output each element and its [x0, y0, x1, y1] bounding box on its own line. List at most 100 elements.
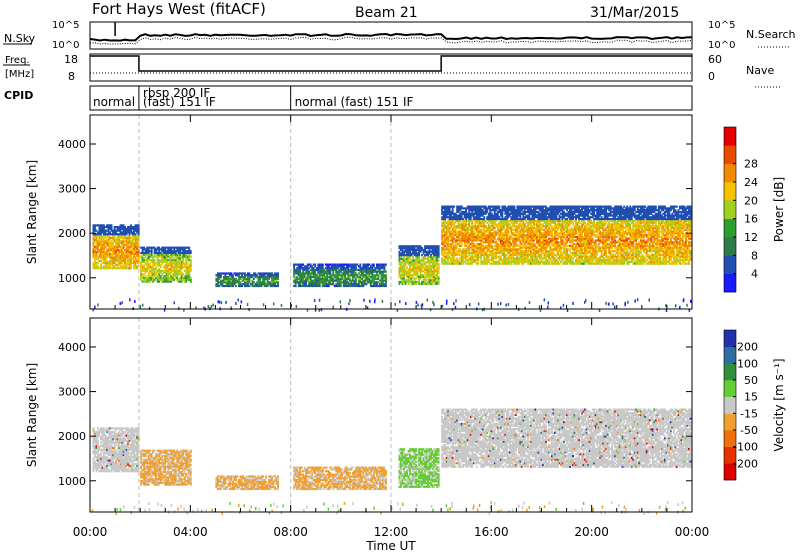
echo-cell: [333, 267, 336, 270]
echo-cell: [110, 224, 113, 227]
echo-cell: [159, 255, 162, 258]
echo-cell: [303, 272, 306, 275]
echo-cell: [189, 262, 192, 265]
echo-cell: [415, 270, 417, 273]
echo-cell: [254, 276, 257, 279]
echo-cell: [309, 283, 312, 286]
echo-cell: [456, 210, 459, 214]
echo-cell: [496, 230, 499, 233]
echo-cell: [444, 205, 447, 208]
echo-cell: [507, 239, 510, 242]
echo-cell: [481, 219, 484, 222]
echo-cell: [150, 275, 153, 278]
echo-cell: [425, 245, 428, 248]
echo-cell: [229, 281, 231, 284]
echo-cell: [321, 276, 324, 279]
echo-cell: [481, 221, 484, 224]
echo-cell: [445, 216, 448, 219]
echo-cell: [466, 239, 469, 242]
echo-cell: [164, 271, 167, 274]
echo-cell: [468, 207, 471, 210]
echo-cell: [448, 257, 451, 260]
echo-cell: [257, 272, 260, 275]
echo-cell: [165, 280, 168, 283]
echo-cell: [478, 216, 481, 219]
echo-cell: [478, 235, 481, 239]
echo-cell: [483, 251, 486, 255]
echo-cell: [424, 280, 426, 284]
echo-cell: [478, 234, 481, 237]
echo-cell: [481, 209, 484, 212]
echo-cell: [501, 214, 504, 217]
echo-cell: [332, 277, 335, 280]
echo-cell: [113, 240, 116, 243]
echo-cell: [230, 274, 233, 277]
echo-cell: [357, 276, 360, 279]
echo-cell: [168, 255, 171, 258]
echo-cell: [350, 263, 353, 266]
echo-cell: [471, 253, 474, 256]
echo-cell: [100, 227, 102, 230]
echo-cell: [416, 280, 419, 284]
echo-cell: [354, 263, 357, 266]
echo-cell: [486, 259, 489, 262]
echo-cell: [161, 253, 164, 256]
echo-cell: [419, 272, 422, 275]
echo-cell: [229, 274, 231, 277]
echo-cell: [153, 259, 156, 262]
echo-cell: [513, 209, 516, 212]
echo-cell: [445, 237, 448, 240]
echo-cell: [427, 254, 429, 257]
echo-cell: [442, 251, 445, 255]
echo-cell: [262, 277, 264, 280]
echo-cell: [368, 263, 371, 266]
echo-cell: [158, 248, 161, 251]
echo-cell: [293, 265, 296, 268]
echo-cell: [379, 270, 381, 273]
echo-cell: [107, 227, 110, 230]
echo-cell: [510, 250, 513, 253]
echo-cell: [323, 279, 326, 282]
echo-cell: [403, 261, 405, 264]
beam-label: Beam 21: [355, 5, 418, 21]
echo-cell: [339, 281, 342, 284]
echo-cell: [447, 209, 450, 212]
echo-cell: [153, 253, 156, 256]
echo-cell: [450, 210, 453, 214]
echo-cell: [474, 210, 477, 214]
echo-cell: [98, 227, 101, 230]
echo-cell: [112, 243, 114, 247]
echo-cell: [362, 276, 365, 279]
echo-cell: [421, 259, 423, 262]
echo-cell: [147, 275, 150, 278]
echo-cell: [348, 284, 351, 288]
echo-cell: [492, 219, 495, 222]
echo-cell: [147, 271, 150, 274]
echo-cell: [152, 264, 155, 267]
echo-cell: [118, 236, 120, 239]
echo-cell: [499, 244, 502, 247]
echo-cell: [477, 244, 480, 247]
echo-cell: [496, 255, 499, 258]
echo-cell: [168, 273, 171, 276]
echo-cell: [468, 228, 471, 231]
echo-cell: [493, 209, 496, 212]
echo-cell: [510, 225, 513, 228]
echo-cell: [416, 273, 419, 276]
echo-cell: [101, 235, 104, 238]
echo-cell: [94, 226, 96, 229]
echo-cell: [294, 268, 297, 272]
echo-cell: [421, 248, 423, 251]
echo-cell: [245, 284, 248, 288]
echo-cell: [441, 216, 444, 219]
echo-cell: [101, 224, 104, 227]
echo-cell: [141, 259, 144, 262]
echo-cell: [400, 248, 402, 251]
echo-cell: [422, 282, 425, 285]
echo-cell: [133, 254, 135, 257]
echo-cell: [498, 234, 501, 237]
echo-cell: [490, 214, 493, 217]
echo-cell: [320, 272, 323, 275]
echo-cell: [427, 264, 429, 267]
echo-cell: [401, 280, 404, 284]
